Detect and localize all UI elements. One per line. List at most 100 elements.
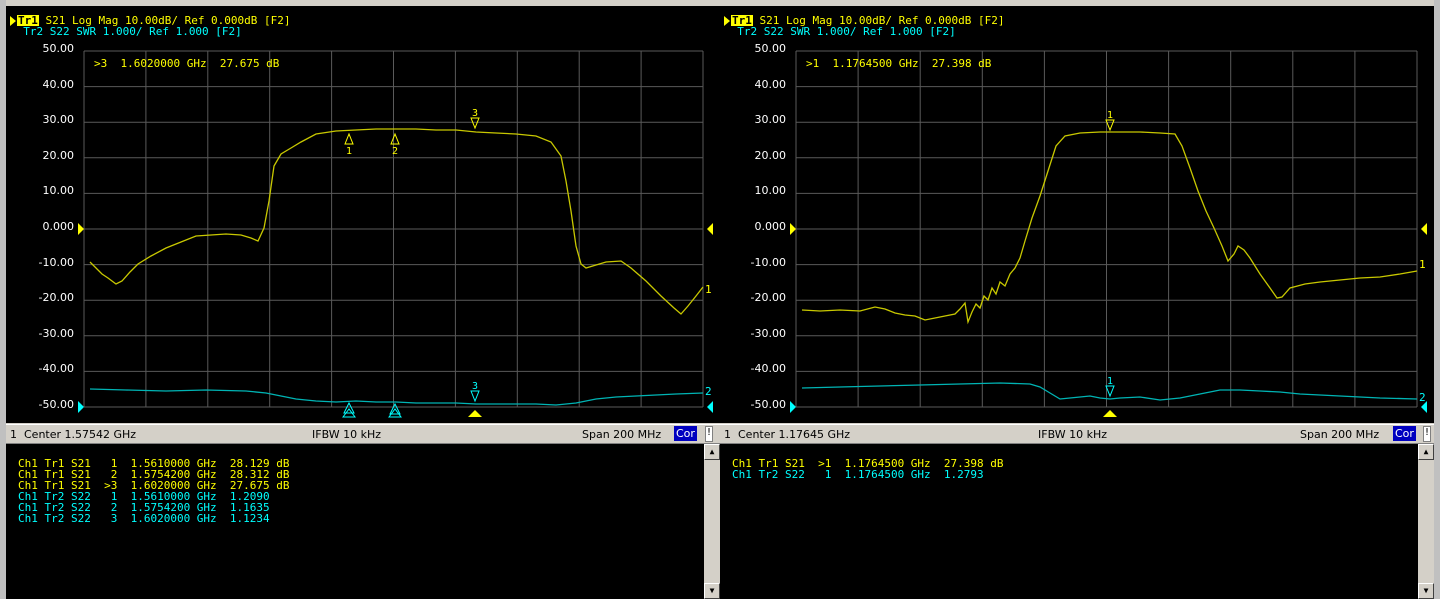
y-tick-label: 0.000 <box>754 220 787 233</box>
y-tick-label: 40.00 <box>754 77 787 91</box>
left-markers: 1 2 3 3 <box>342 108 482 418</box>
scroll-down-icon[interactable]: ▼ <box>704 583 720 599</box>
left-active-marker-readout: >3 1.6020000 GHz 27.675 dB <box>94 57 280 70</box>
marker-triangle-icon[interactable] <box>343 401 355 414</box>
y-tick-label: -50.00 <box>38 398 74 411</box>
marker-label: 3 <box>472 381 478 392</box>
scroll-up-icon[interactable]: ▲ <box>704 444 720 460</box>
y-tick-label: -50.00 <box>750 398 786 411</box>
left-marker-table: Ch1 Tr1 S21 1 1.5610000 GHz 28.129 dB Ch1… <box>6 444 704 599</box>
span[interactable]: Span 200 MHz <box>582 428 662 441</box>
cor-indicator: Cor <box>674 426 697 441</box>
left-table-scrollbar[interactable]: ▲ ▼ <box>704 444 720 599</box>
marker-table-row: Ch1 Tr1 S21 >1 1.1764500 GHz 27.398 dB <box>732 457 1004 470</box>
marker-table-row: Ch1 Tr1 S21 1 1.5610000 GHz 28.129 dB <box>18 457 290 470</box>
ref-arrow-icon <box>790 223 796 235</box>
left-trace1-header-text: S21 Log Mag 10.00dB/ Ref 0.000dB [F2] <box>38 14 291 27</box>
marker-indicator-icon <box>388 408 402 418</box>
channel-number: 1 <box>10 428 17 441</box>
tr1-box: Tr1 <box>731 14 753 27</box>
right-trace1-s21 <box>801 131 1418 325</box>
marker-triangle-icon[interactable] <box>390 132 400 145</box>
right-markers: 11 <box>1103 110 1117 417</box>
left-trace-svg: 12 1 233 <box>78 50 713 418</box>
right-trace1-header-text: S21 Log Mag 10.00dB/ Ref 0.000dB [F2] <box>752 14 1005 27</box>
right-trace2-header-text: Tr2 S22 SWR 1.000/ Ref 1.000 [F2] <box>737 25 956 38</box>
left-trace2-header-text: Tr2 S22 SWR 1.000/ Ref 1.000 [F2] <box>23 25 242 38</box>
marker-triangle-icon[interactable] <box>470 117 480 130</box>
left-trace1-header[interactable]: Tr1 S21 Log Mag 10.00dB/ Ref 0.000dB [F2… <box>10 15 291 26</box>
marker-label: 3 <box>472 108 478 119</box>
y-tick-label: 0.000 <box>42 220 75 233</box>
y-tick-label: -10.00 <box>750 255 786 269</box>
y-tick-label: 50.00 <box>42 42 75 55</box>
ref-arrow-icon <box>790 401 796 413</box>
y-tick-label: 20.00 <box>42 148 75 162</box>
right-grid: 12 <box>790 50 1427 413</box>
scroll-up-icon[interactable]: ▲ <box>1418 444 1434 460</box>
marker-table-row: Ch1 Tr2 S22 2 1.5754200 GHz 1.1635 <box>18 501 270 514</box>
left-trace2-header[interactable]: Tr2 S22 SWR 1.000/ Ref 1.000 [F2] <box>10 26 242 37</box>
y-tick-label: 30.00 <box>754 113 787 127</box>
scroll-down-icon[interactable]: ▼ <box>1418 583 1434 599</box>
center-frequency[interactable]: Center 1.17645 GHz <box>738 428 851 441</box>
ifbw[interactable]: IFBW 10 kHz <box>1038 428 1108 441</box>
marker-indicator-icon <box>342 408 356 418</box>
y-tick-label: -40.00 <box>750 362 786 376</box>
active-marker-indicator-icon <box>468 410 482 417</box>
y-tick-label: 30.00 <box>42 113 75 127</box>
trace2-end-label: 2 <box>705 385 712 398</box>
y-tick-label: 10.00 <box>42 184 75 198</box>
trace2-end-label: 2 <box>1419 391 1426 404</box>
right-trace2-header[interactable]: Tr2 S22 SWR 1.000/ Ref 1.000 [F2] <box>724 26 956 37</box>
trace1-end-label: 1 <box>705 283 712 296</box>
span[interactable]: Span 200 MHz <box>1300 428 1380 441</box>
marker-triangle-icon[interactable] <box>389 402 401 415</box>
channel-number: 1 <box>724 428 731 441</box>
marker-table-row: Ch1 Tr2 S22 1 1.5610000 GHz 1.2090 <box>18 490 270 503</box>
right-trace2-s22 <box>801 382 1418 401</box>
y-tick-label: -30.00 <box>750 326 786 340</box>
right-table-scrollbar[interactable]: ▲ ▼ <box>1418 444 1434 599</box>
marker-label: 1 <box>1107 110 1113 121</box>
active-trace-arrow-icon <box>10 16 16 26</box>
marker-triangle-icon[interactable] <box>1105 119 1115 132</box>
right-status-bar: 1 Center 1.17645 GHz IFBW 10 kHz Span 20… <box>720 424 1434 444</box>
warning-indicator: ! <box>705 426 713 442</box>
marker-triangle-icon[interactable] <box>470 390 480 403</box>
right-trace1-header[interactable]: Tr1 S21 Log Mag 10.00dB/ Ref 0.000dB [F2… <box>724 15 1005 26</box>
marker-table-row: Ch1 Tr1 S21 >3 1.6020000 GHz 27.675 dB <box>18 479 290 492</box>
y-tick-label: 10.00 <box>754 184 787 198</box>
ifbw[interactable]: IFBW 10 kHz <box>312 428 382 441</box>
left-trace1-s21 <box>89 128 704 315</box>
active-trace-arrow-icon <box>724 16 730 26</box>
ref-arrow-icon <box>1421 223 1427 235</box>
marker-triangle-icon[interactable] <box>344 132 354 145</box>
y-tick-label: -20.00 <box>38 291 74 305</box>
right-active-marker-readout: >1 1.1764500 GHz 27.398 dB <box>806 57 992 70</box>
y-tick-label: -40.00 <box>38 362 74 376</box>
trace1-end-label: 1 <box>1419 258 1426 271</box>
marker-triangle-icon[interactable] <box>1105 385 1115 398</box>
marker-label: 1 <box>1107 376 1113 387</box>
ref-arrow-icon <box>707 401 713 413</box>
cor-indicator: Cor <box>1393 426 1416 441</box>
y-tick-label: -30.00 <box>38 326 74 340</box>
y-tick-label: -20.00 <box>750 291 786 305</box>
active-marker-indicator-icon <box>1103 410 1117 417</box>
right-trace-svg: 12 11 <box>790 50 1427 417</box>
warning-indicator: ! <box>1423 426 1431 442</box>
center-frequency[interactable]: Center 1.57542 GHz <box>24 428 137 441</box>
marker-table-row: Ch1 Tr1 S21 2 1.5754200 GHz 28.312 dB <box>18 468 290 481</box>
ref-arrow-icon <box>1421 401 1427 413</box>
left-status-bar: 1 Center 1.57542 GHz IFBW 10 kHz Span 20… <box>6 424 720 444</box>
ref-arrow-icon <box>707 223 713 235</box>
y-tick-label: -10.00 <box>38 255 74 269</box>
left-trace2-s22 <box>89 388 704 406</box>
left-grid: 12 <box>78 50 713 413</box>
y-tick-label: 20.00 <box>754 148 787 162</box>
